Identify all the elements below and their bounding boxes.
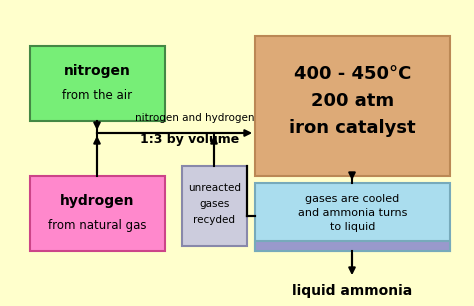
FancyBboxPatch shape [255, 36, 450, 176]
Text: liquid ammonia: liquid ammonia [292, 284, 412, 298]
Text: to liquid: to liquid [330, 222, 375, 232]
Text: gases: gases [199, 199, 230, 209]
Text: 1:3 by volume: 1:3 by volume [140, 133, 240, 146]
Text: unreacted: unreacted [188, 183, 241, 193]
FancyBboxPatch shape [30, 176, 165, 251]
Text: hydrogen: hydrogen [60, 195, 135, 208]
Text: nitrogen and hydrogen: nitrogen and hydrogen [135, 113, 255, 123]
Text: and ammonia turns: and ammonia turns [298, 208, 407, 218]
Text: 400 - 450°C: 400 - 450°C [294, 65, 411, 83]
Text: recyded: recyded [193, 215, 236, 225]
Text: nitrogen: nitrogen [64, 65, 131, 79]
FancyBboxPatch shape [255, 183, 450, 251]
FancyBboxPatch shape [182, 166, 247, 246]
Text: from the air: from the air [63, 89, 133, 102]
FancyBboxPatch shape [255, 241, 450, 251]
Text: iron catalyst: iron catalyst [289, 119, 416, 137]
Text: 200 atm: 200 atm [311, 92, 394, 110]
FancyBboxPatch shape [30, 46, 165, 121]
Text: gases are cooled: gases are cooled [305, 194, 400, 204]
Text: from natural gas: from natural gas [48, 219, 147, 232]
